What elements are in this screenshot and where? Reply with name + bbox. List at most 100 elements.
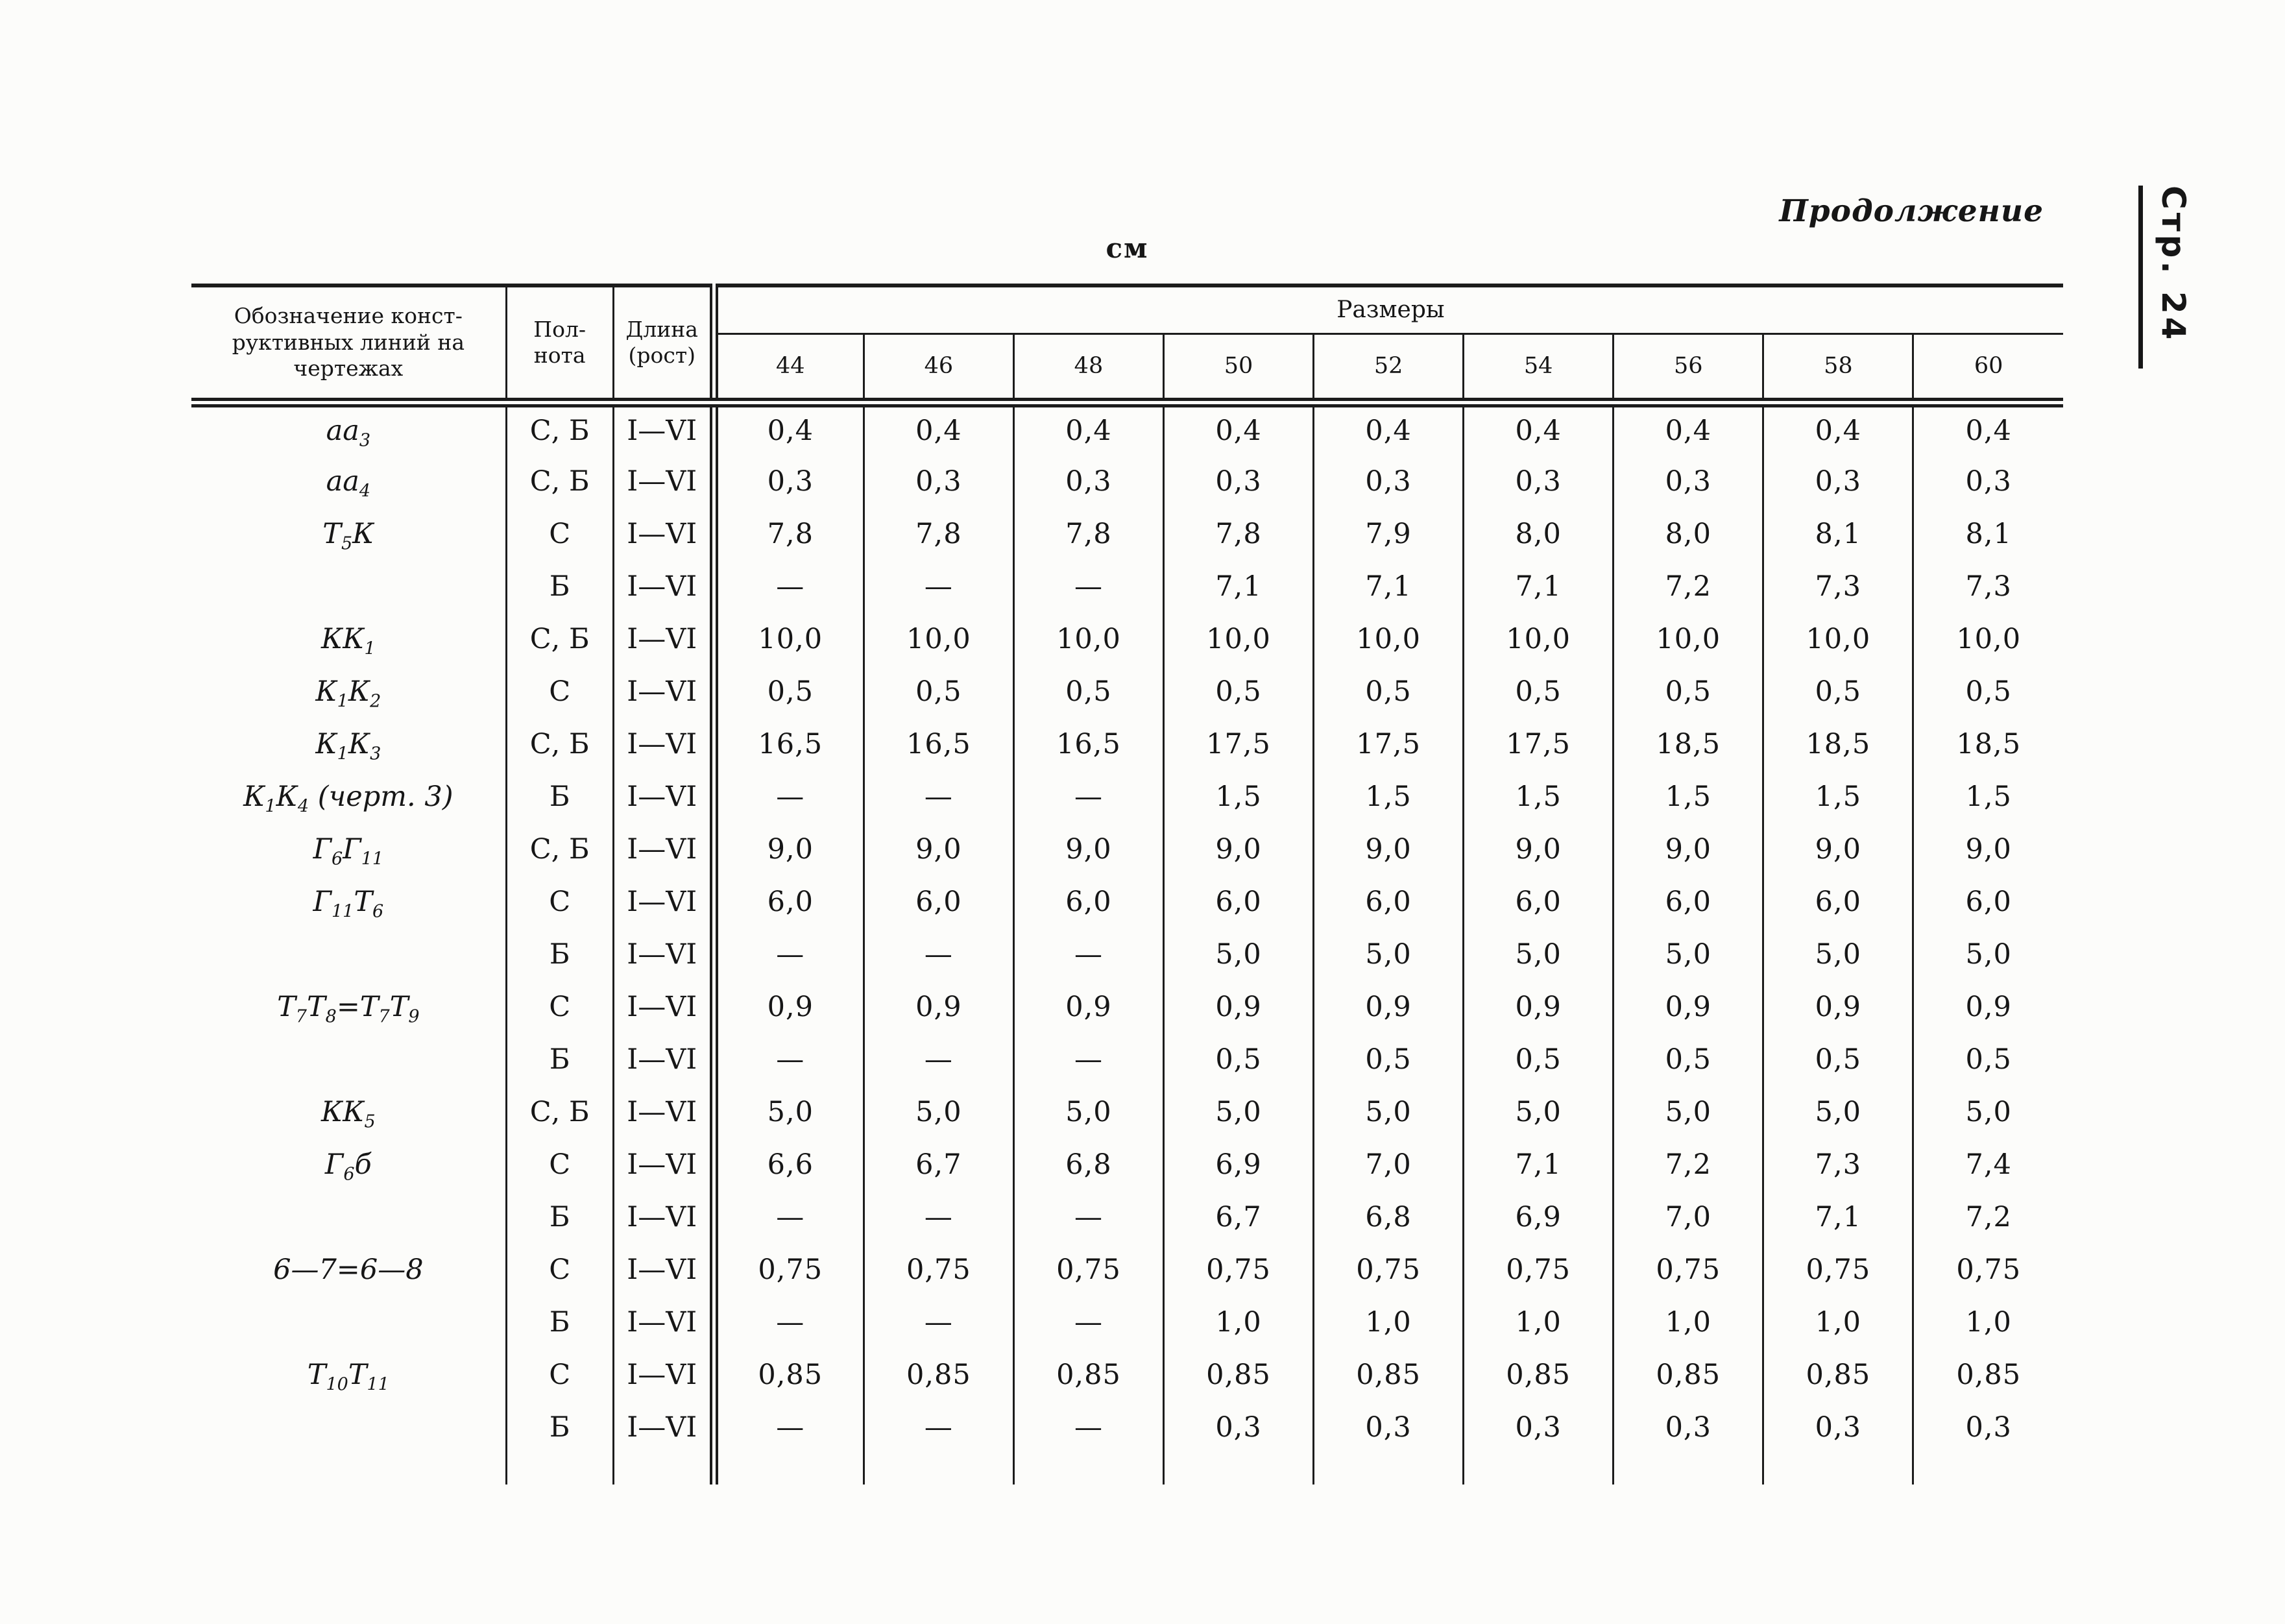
value-cell: 0,75 bbox=[1312, 1243, 1464, 1296]
value-cell: 6,0 bbox=[1762, 875, 1913, 928]
value-cell: 0,75 bbox=[1162, 1243, 1314, 1296]
value-cell: 1,0 bbox=[1612, 1296, 1763, 1348]
value-cell: 0,5 bbox=[1312, 665, 1464, 718]
spacer-cell bbox=[1462, 1453, 1614, 1485]
value-cell: 0,85 bbox=[1912, 1348, 2063, 1401]
value-cell: 8,1 bbox=[1762, 507, 1913, 560]
sizes-title-header: Размеры bbox=[709, 285, 2063, 335]
value-cell: 6,0 bbox=[1912, 875, 2063, 928]
value-cell: 10,0 bbox=[862, 612, 1014, 665]
value-cell: 5,0 bbox=[1462, 1085, 1614, 1138]
value-cell: 10,0 bbox=[709, 612, 864, 665]
table-row: аа3 С, Б I—VI 0,4 0,4 0,4 0,4 0,4 0,4 0,4 0,4 0,4 bbox=[191, 402, 2063, 455]
value-cell: 5,0 bbox=[1912, 1085, 2063, 1138]
fullness-cell: Б bbox=[505, 770, 614, 823]
designation-cell: К1К3 bbox=[315, 727, 381, 764]
value-cell: 18,5 bbox=[1762, 718, 1913, 770]
value-cell: 9,0 bbox=[1612, 823, 1763, 875]
spacer-cell bbox=[191, 1453, 506, 1485]
spacer-cell bbox=[1012, 1453, 1164, 1485]
value-cell: 6,0 bbox=[1462, 875, 1614, 928]
value-cell: 0,3 bbox=[1912, 455, 2063, 507]
table-row: К1К2 С I—VI 0,5 0,5 0,5 0,5 0,5 0,5 0,5 0,5 0,5 bbox=[191, 665, 2063, 718]
value-cell: 6,0 bbox=[709, 875, 864, 928]
value-cell: 0,4 bbox=[1762, 402, 1913, 455]
value-cell: 0,9 bbox=[862, 980, 1014, 1033]
value-cell: 5,0 bbox=[1762, 928, 1913, 980]
value-cell: — bbox=[862, 1296, 1014, 1348]
value-cell: 0,4 bbox=[1162, 402, 1314, 455]
value-cell: — bbox=[1012, 928, 1164, 980]
value-cell: 0,3 bbox=[1162, 455, 1314, 507]
measurements-table: Обозначение конст- руктивных линий на че… bbox=[191, 284, 2063, 1485]
value-cell: 7,1 bbox=[1462, 1138, 1614, 1191]
value-cell: — bbox=[862, 560, 1014, 612]
designation-cell: Т10Т11 bbox=[307, 1358, 389, 1395]
size-header-cell: 48 bbox=[1012, 333, 1164, 407]
value-cell: 5,0 bbox=[1462, 928, 1614, 980]
value-cell: 0,85 bbox=[1762, 1348, 1913, 1401]
value-cell: 5,0 bbox=[1012, 1085, 1164, 1138]
designation-cell: Г11Т6 bbox=[313, 885, 384, 922]
length-cell: I—VI bbox=[612, 1191, 714, 1243]
value-cell: 0,85 bbox=[1162, 1348, 1314, 1401]
value-cell: 0,3 bbox=[1612, 1401, 1763, 1453]
value-cell: 1,5 bbox=[1612, 770, 1763, 823]
value-cell: 0,3 bbox=[1912, 1401, 2063, 1453]
value-cell: 7,0 bbox=[1312, 1138, 1464, 1191]
fullness-cell: С, Б bbox=[505, 455, 614, 507]
fullness-cell: С, Б bbox=[505, 823, 614, 875]
value-cell: 6,0 bbox=[862, 875, 1014, 928]
value-cell: 7,1 bbox=[1762, 1191, 1913, 1243]
value-cell: 0,3 bbox=[709, 455, 864, 507]
value-cell: 10,0 bbox=[1162, 612, 1314, 665]
fullness-cell: С bbox=[505, 875, 614, 928]
fullness-cell: Б bbox=[505, 1401, 614, 1453]
value-cell: 18,5 bbox=[1912, 718, 2063, 770]
value-cell: 0,4 bbox=[709, 402, 864, 455]
value-cell: 10,0 bbox=[1912, 612, 2063, 665]
value-cell: 0,4 bbox=[1912, 402, 2063, 455]
length-cell: I—VI bbox=[612, 928, 714, 980]
size-header-cell: 44 bbox=[709, 333, 864, 407]
value-cell: 6,8 bbox=[1012, 1138, 1164, 1191]
value-cell: 5,0 bbox=[1162, 928, 1314, 980]
value-cell: 0,5 bbox=[1162, 665, 1314, 718]
length-cell: I—VI bbox=[612, 1033, 714, 1085]
value-cell: 0,3 bbox=[1612, 455, 1763, 507]
size-header-cell: 58 bbox=[1762, 333, 1913, 407]
value-cell: 0,9 bbox=[1912, 980, 2063, 1033]
value-cell: — bbox=[1012, 560, 1164, 612]
value-cell: 7,3 bbox=[1912, 560, 2063, 612]
length-header: Длина (рост) bbox=[612, 285, 714, 407]
table-row: Т5К С I—VI 7,8 7,8 7,8 7,8 7,9 8,0 8,0 8,1 8,1 bbox=[191, 507, 2063, 560]
value-cell: 9,0 bbox=[709, 823, 864, 875]
size-header-cell: 60 bbox=[1912, 333, 2063, 407]
value-cell: 0,5 bbox=[1462, 665, 1614, 718]
value-cell: 0,5 bbox=[862, 665, 1014, 718]
designation-cell: Г6б bbox=[324, 1148, 372, 1185]
length-cell: I—VI bbox=[612, 1085, 714, 1138]
length-cell: I—VI bbox=[612, 823, 714, 875]
designation-cell: К1К4 (черт. 3) bbox=[243, 780, 453, 817]
spacer-cell bbox=[862, 1453, 1014, 1485]
value-cell: 7,1 bbox=[1312, 560, 1464, 612]
value-cell: 6,9 bbox=[1462, 1191, 1614, 1243]
size-header-cell: 54 bbox=[1462, 333, 1614, 407]
table-row: Б I—VI — — —1,0 1,0 1,0 1,0 1,0 1,0 bbox=[191, 1296, 2063, 1348]
unit-label: см bbox=[1106, 232, 1149, 264]
length-cell: I—VI bbox=[612, 770, 714, 823]
value-cell: 0,5 bbox=[1612, 665, 1763, 718]
value-cell: 1,0 bbox=[1162, 1296, 1314, 1348]
designation-cell bbox=[191, 1191, 506, 1243]
value-cell: 8,0 bbox=[1612, 507, 1763, 560]
value-cell: — bbox=[1012, 1191, 1164, 1243]
value-cell: 0,5 bbox=[1312, 1033, 1464, 1085]
spacer-cell bbox=[612, 1453, 714, 1485]
value-cell: 0,5 bbox=[1012, 665, 1164, 718]
value-cell: 1,5 bbox=[1162, 770, 1314, 823]
continuation-label: Продолжение bbox=[1779, 193, 2044, 229]
value-cell: 10,0 bbox=[1462, 612, 1614, 665]
value-cell: 6,9 bbox=[1162, 1138, 1314, 1191]
